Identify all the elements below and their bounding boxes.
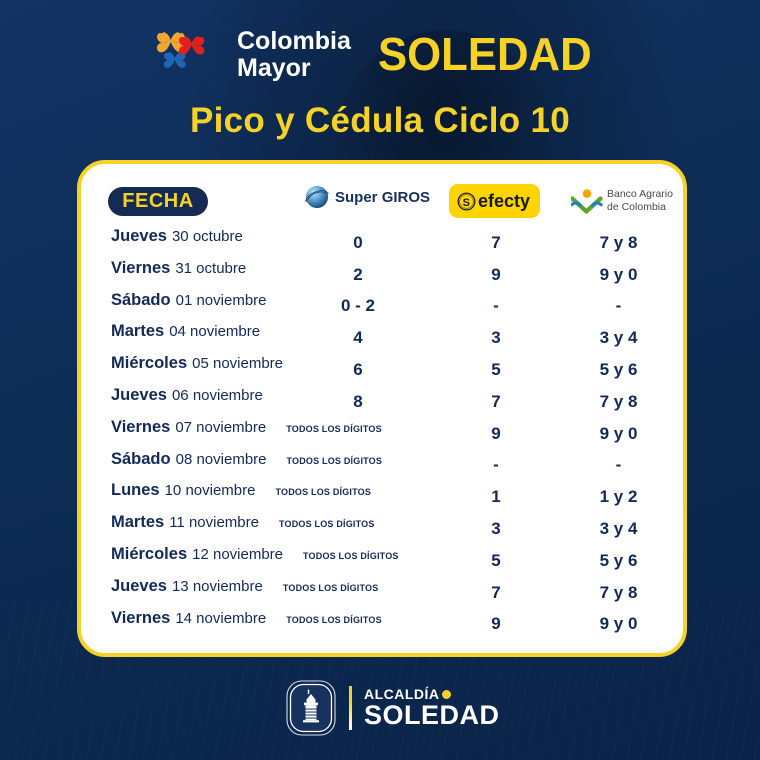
svg-text:S: S (463, 196, 470, 208)
